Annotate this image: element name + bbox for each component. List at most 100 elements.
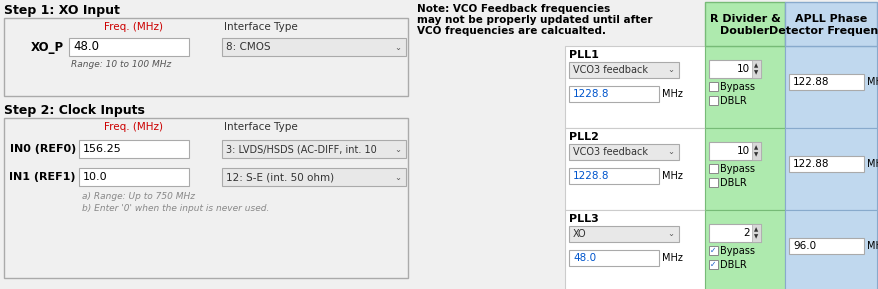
Text: ▲: ▲: [753, 63, 758, 68]
Bar: [222, 168, 406, 186]
Text: Note: VCO Feedback frequencies: Note: VCO Feedback frequencies: [416, 4, 609, 14]
Text: 48.0: 48.0: [572, 253, 595, 263]
Bar: [568, 144, 678, 160]
Text: ✓: ✓: [709, 260, 716, 269]
Bar: [752, 224, 760, 242]
Text: PLL1: PLL1: [568, 50, 598, 60]
Text: 96.0: 96.0: [792, 241, 815, 251]
Text: 8: CMOS: 8: CMOS: [226, 42, 270, 52]
Text: 48.0: 48.0: [73, 40, 99, 53]
Text: ⌄: ⌄: [393, 42, 400, 51]
Bar: [568, 62, 678, 78]
Text: Range: 10 to 100 MHz: Range: 10 to 100 MHz: [71, 60, 171, 69]
Text: IN0 (REF0): IN0 (REF0): [10, 144, 76, 154]
Text: 122.88: 122.88: [792, 77, 829, 87]
Text: Interface Type: Interface Type: [224, 22, 298, 32]
Text: ▼: ▼: [753, 152, 758, 157]
Text: Detector Frequency: Detector Frequency: [768, 26, 878, 36]
Text: 2: 2: [743, 228, 749, 238]
Bar: [709, 246, 717, 255]
Text: PLL3: PLL3: [568, 214, 598, 224]
Text: VCO3 feedback: VCO3 feedback: [572, 147, 647, 157]
Bar: [784, 46, 876, 128]
Bar: [784, 210, 876, 289]
Bar: [709, 178, 717, 187]
Text: PLL2: PLL2: [568, 132, 598, 142]
Text: ▲: ▲: [753, 227, 758, 232]
Text: APLL Phase: APLL Phase: [794, 14, 866, 24]
Text: ⌄: ⌄: [393, 144, 400, 153]
Text: 122.88: 122.88: [792, 159, 829, 169]
Bar: [565, 210, 704, 289]
Bar: [709, 60, 760, 78]
Text: DBLR: DBLR: [719, 95, 746, 105]
Bar: [68, 38, 189, 56]
Bar: [709, 224, 760, 242]
Text: ✓: ✓: [709, 246, 716, 255]
Bar: [565, 46, 704, 128]
Text: ▲: ▲: [753, 145, 758, 150]
Text: MHz: MHz: [866, 241, 878, 251]
Bar: [568, 168, 658, 184]
Bar: [709, 260, 717, 269]
Bar: [704, 210, 784, 289]
Text: DBLR: DBLR: [719, 260, 746, 270]
Text: may not be properly updated until after: may not be properly updated until after: [416, 15, 651, 25]
Text: 1228.8: 1228.8: [572, 171, 608, 181]
Text: Step 2: Clock Inputs: Step 2: Clock Inputs: [4, 104, 145, 117]
Text: 10: 10: [736, 146, 749, 156]
Text: MHz: MHz: [661, 89, 682, 99]
Text: 156.25: 156.25: [83, 144, 122, 154]
Bar: [568, 86, 658, 102]
Text: ▼: ▼: [753, 70, 758, 75]
Bar: [4, 118, 407, 278]
Text: Interface Type: Interface Type: [224, 122, 298, 132]
Bar: [784, 128, 876, 210]
Text: ⌄: ⌄: [666, 66, 673, 75]
Text: R Divider &: R Divider &: [709, 14, 780, 24]
Bar: [704, 46, 784, 128]
Bar: [709, 164, 717, 173]
Text: IN1 (REF1): IN1 (REF1): [10, 172, 76, 182]
Text: 3: LVDS/HSDS (AC-DIFF, int. 10: 3: LVDS/HSDS (AC-DIFF, int. 10: [226, 144, 377, 154]
Bar: [788, 156, 863, 172]
Text: MHz: MHz: [661, 253, 682, 263]
Text: a) Range: Up to 750 MHz: a) Range: Up to 750 MHz: [82, 192, 195, 201]
Text: ⌄: ⌄: [393, 173, 400, 181]
Text: 12: S-E (int. 50 ohm): 12: S-E (int. 50 ohm): [226, 172, 334, 182]
Text: XO: XO: [572, 229, 586, 239]
Text: ⌄: ⌄: [666, 229, 673, 238]
Bar: [4, 18, 407, 96]
Bar: [79, 140, 189, 158]
Text: 10.0: 10.0: [83, 172, 107, 182]
Text: VCO3 feedback: VCO3 feedback: [572, 65, 647, 75]
Text: XO_P: XO_P: [31, 40, 64, 53]
Bar: [709, 142, 760, 160]
Text: MHz: MHz: [661, 171, 682, 181]
Text: MHz: MHz: [866, 159, 878, 169]
Bar: [752, 60, 760, 78]
Text: ▼: ▼: [753, 234, 758, 239]
Text: Step 1: XO Input: Step 1: XO Input: [4, 4, 119, 17]
Text: VCO frequencies are calcualted.: VCO frequencies are calcualted.: [416, 26, 605, 36]
Text: Freq. (MHz): Freq. (MHz): [104, 22, 162, 32]
Bar: [752, 142, 760, 160]
Bar: [704, 2, 784, 46]
Text: ⌄: ⌄: [666, 147, 673, 157]
Bar: [568, 250, 658, 266]
Bar: [565, 128, 704, 210]
Text: MHz: MHz: [866, 77, 878, 87]
Text: Doubler: Doubler: [719, 26, 769, 36]
Bar: [222, 140, 406, 158]
Text: Bypass: Bypass: [719, 164, 754, 173]
Text: Bypass: Bypass: [719, 81, 754, 92]
Bar: [709, 96, 717, 105]
Bar: [79, 168, 189, 186]
Bar: [788, 74, 863, 90]
Text: Bypass: Bypass: [719, 245, 754, 255]
Bar: [704, 128, 784, 210]
Text: b) Enter '0' when the input is never used.: b) Enter '0' when the input is never use…: [82, 204, 269, 213]
Bar: [788, 238, 863, 254]
Text: Freq. (MHz): Freq. (MHz): [104, 122, 162, 132]
Text: 10: 10: [736, 64, 749, 74]
